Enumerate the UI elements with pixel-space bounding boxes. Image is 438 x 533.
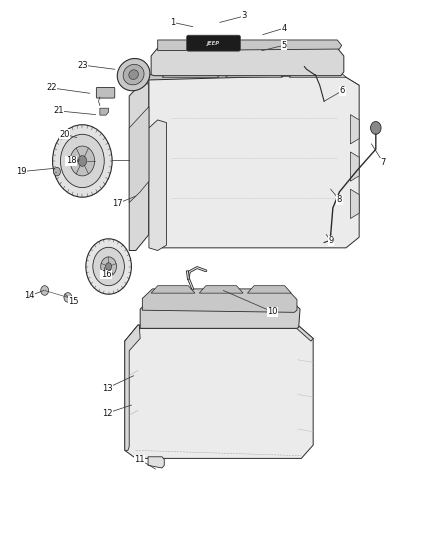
Polygon shape <box>149 120 166 251</box>
Text: 18: 18 <box>66 157 76 165</box>
Circle shape <box>41 286 49 295</box>
Text: 9: 9 <box>328 237 333 245</box>
Polygon shape <box>148 457 164 468</box>
Polygon shape <box>142 289 297 312</box>
Circle shape <box>101 257 117 276</box>
Text: 12: 12 <box>102 409 113 417</box>
Text: 13: 13 <box>102 384 113 392</box>
Circle shape <box>371 122 381 134</box>
Text: 20: 20 <box>60 130 70 139</box>
Text: 15: 15 <box>68 297 79 305</box>
Polygon shape <box>100 108 109 115</box>
Circle shape <box>53 167 60 176</box>
Polygon shape <box>350 152 359 181</box>
Text: JEEP: JEEP <box>207 41 220 46</box>
Polygon shape <box>140 298 300 328</box>
Polygon shape <box>125 325 140 450</box>
Polygon shape <box>350 189 359 219</box>
Circle shape <box>70 146 95 176</box>
Polygon shape <box>129 80 149 251</box>
FancyBboxPatch shape <box>187 35 240 51</box>
Text: 23: 23 <box>77 61 88 69</box>
Polygon shape <box>350 115 359 144</box>
Polygon shape <box>129 107 149 203</box>
Polygon shape <box>151 286 195 293</box>
Text: 7: 7 <box>381 158 386 167</box>
Circle shape <box>93 247 124 286</box>
Circle shape <box>86 239 131 294</box>
FancyBboxPatch shape <box>96 87 115 98</box>
Text: 11: 11 <box>134 455 145 464</box>
Polygon shape <box>149 75 359 248</box>
Ellipse shape <box>117 59 150 91</box>
Ellipse shape <box>123 64 144 85</box>
Text: 14: 14 <box>25 292 35 300</box>
Text: 4: 4 <box>281 24 286 33</box>
Polygon shape <box>151 48 344 76</box>
Text: 19: 19 <box>16 167 26 176</box>
Polygon shape <box>226 69 283 77</box>
Text: 1: 1 <box>170 18 176 27</box>
Polygon shape <box>247 286 291 293</box>
Polygon shape <box>158 40 342 51</box>
Text: 3: 3 <box>242 12 247 20</box>
Polygon shape <box>125 325 313 344</box>
Polygon shape <box>199 286 243 293</box>
Text: 6: 6 <box>340 86 345 95</box>
Polygon shape <box>145 75 359 91</box>
Text: 17: 17 <box>112 199 123 208</box>
Text: 10: 10 <box>267 308 278 316</box>
Circle shape <box>106 263 112 270</box>
Text: 21: 21 <box>53 107 64 115</box>
Text: 8: 8 <box>337 196 342 204</box>
Polygon shape <box>162 69 219 77</box>
Circle shape <box>60 134 104 188</box>
Circle shape <box>64 293 72 302</box>
Ellipse shape <box>129 70 138 79</box>
Circle shape <box>53 125 112 197</box>
Text: 16: 16 <box>101 270 111 279</box>
Circle shape <box>78 156 87 166</box>
Text: 22: 22 <box>46 84 57 92</box>
Polygon shape <box>125 325 313 458</box>
Text: 5: 5 <box>281 41 286 50</box>
Polygon shape <box>289 69 346 77</box>
